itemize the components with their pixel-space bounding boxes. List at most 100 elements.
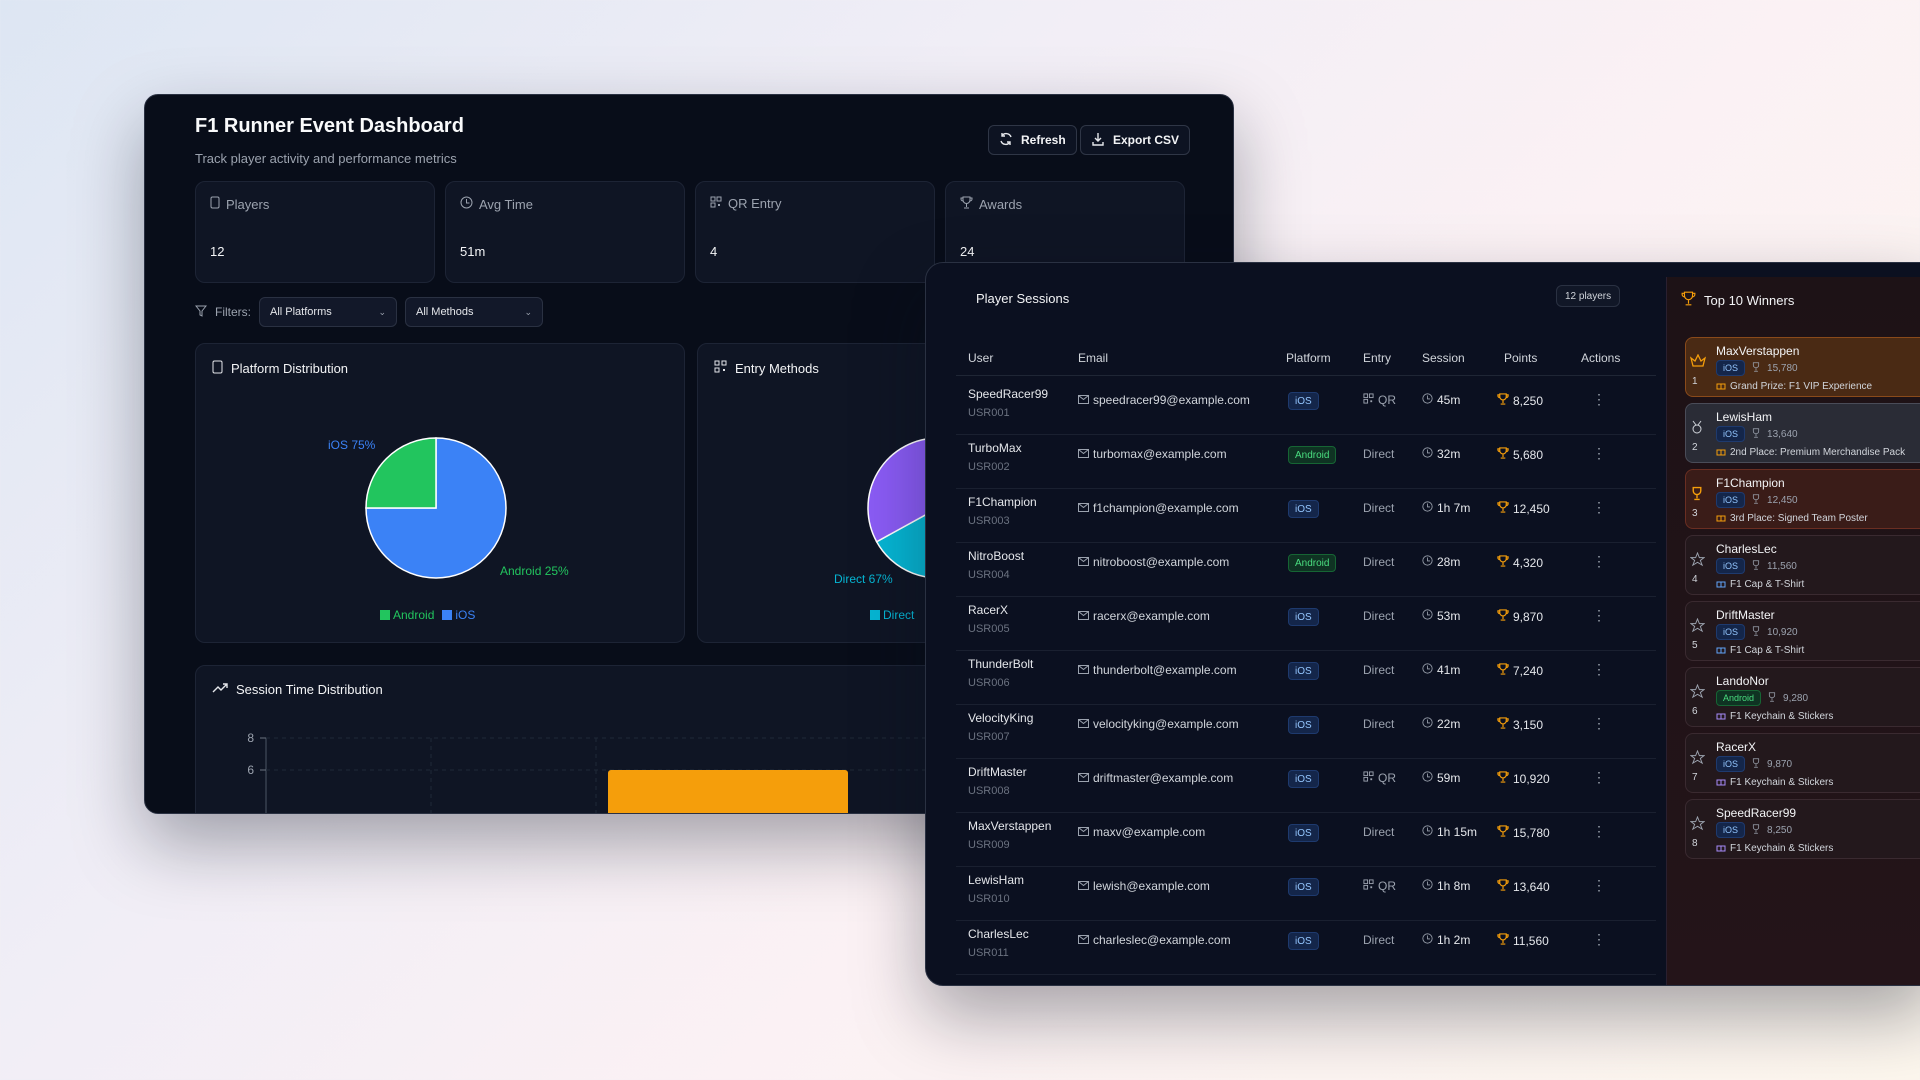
entry-text: QR [1378, 393, 1396, 407]
email-cell: nitroboost@example.com [1078, 555, 1229, 569]
session-cell: 28m [1422, 555, 1460, 569]
entry-slice-qr[interactable] [867, 437, 939, 543]
winner-card[interactable]: 3 F1Champion iOS 12,450 3rd Place: Signed Te… [1685, 469, 1920, 529]
platform-filter-select[interactable]: All Platforms ⌄ [259, 297, 397, 327]
session-cell: 1h 7m [1422, 501, 1470, 515]
winner-rank: 3 [1692, 508, 1698, 519]
winners-title: Top 10 Winners [1704, 292, 1795, 308]
more-actions-icon[interactable]: ⋮ [1592, 607, 1606, 623]
column-header-platform[interactable]: Platform [1286, 351, 1331, 365]
method-filter-select[interactable]: All Methods ⌄ [405, 297, 543, 327]
platform-cell: iOS [1288, 662, 1319, 680]
session-text: 32m [1437, 447, 1461, 461]
trophy-icon [1681, 291, 1696, 309]
column-header-points[interactable]: Points [1504, 351, 1538, 365]
filters-label: Filters: [215, 305, 251, 319]
export-csv-button[interactable]: Export CSV [1080, 125, 1191, 155]
y-tick-label: 6 [247, 763, 254, 777]
more-actions-icon[interactable]: ⋮ [1592, 499, 1606, 515]
mail-icon [1078, 771, 1089, 785]
table-row[interactable]: DriftMaster USR008 driftmaster@example.com… [956, 759, 1656, 813]
points-cell: 3,150 [1497, 717, 1543, 732]
winner-points: 13,640 [1767, 428, 1798, 440]
points-text: 5,680 [1513, 447, 1544, 462]
sessions-title: Player Sessions [976, 291, 1070, 306]
entry-text: Direct [1363, 447, 1395, 461]
trophy-icon [1767, 691, 1777, 705]
gift-icon [1716, 710, 1726, 723]
stat-card-avg-time: Avg Time 51m [445, 181, 685, 283]
refresh-button[interactable]: Refresh [988, 125, 1077, 155]
legend-ios-label: iOS [455, 608, 476, 622]
platform-badge: Android [1716, 690, 1762, 706]
table-row[interactable]: RacerX USR005 racerx@example.com iOS Direct 5… [956, 597, 1656, 651]
more-actions-icon[interactable]: ⋮ [1592, 769, 1606, 785]
column-header-email[interactable]: Email [1078, 351, 1109, 365]
table-row[interactable]: SpeedRacer99 USR001 speedracer99@example.c… [956, 381, 1656, 435]
entry-text: Direct [1363, 663, 1395, 677]
session-text: 22m [1437, 717, 1461, 731]
trophy-icon [1497, 933, 1509, 948]
winner-prize: F1 Keychain & Stickers [1716, 710, 1833, 723]
clock-icon [1422, 501, 1433, 515]
winner-card[interactable]: 4 CharlesLec iOS 11,560 F1 Cap & T-Shirt [1685, 535, 1920, 595]
winner-card[interactable]: 1 MaxVerstappen iOS 15,780 Grand Prize: F1 V… [1685, 337, 1920, 397]
chevron-down-icon: ⌄ [524, 306, 532, 317]
platform-badge: iOS [1288, 770, 1319, 788]
platform-cell: iOS [1288, 608, 1319, 626]
email-cell: driftmaster@example.com [1078, 771, 1233, 785]
winner-card[interactable]: 6 LandoNor Android 9,280 F1 Keychain & Stick… [1685, 667, 1920, 727]
table-row[interactable]: F1Champion USR003 f1champion@example.com iO… [956, 489, 1656, 543]
winner-card[interactable]: 2 LewisHam iOS 13,640 2nd Place: Premium Mer… [1685, 403, 1920, 463]
trophy-icon [1751, 427, 1761, 441]
platform-slice-android[interactable] [365, 437, 437, 509]
winner-meta: iOS 10,920 [1716, 624, 1798, 640]
winner-card[interactable]: 5 DriftMaster iOS 10,920 F1 Cap & T-Shirt [1685, 601, 1920, 661]
column-header-entry[interactable]: Entry [1363, 351, 1392, 365]
table-row[interactable]: LewisHam USR010 lewish@example.com iOS QR 1h … [956, 867, 1656, 921]
more-actions-icon[interactable]: ⋮ [1592, 823, 1606, 839]
winner-meta: iOS 9,870 [1716, 756, 1792, 772]
winner-meta: iOS 13,640 [1716, 426, 1798, 442]
winner-prize: F1 Cap & T-Shirt [1716, 578, 1804, 591]
gift-icon [1716, 644, 1726, 657]
winner-card[interactable]: 8 SpeedRacer99 iOS 8,250 F1 Keychain & Stick… [1685, 799, 1920, 859]
more-actions-icon[interactable]: ⋮ [1592, 661, 1606, 677]
session-text: 1h 15m [1437, 825, 1478, 839]
trophy-icon [1497, 879, 1509, 894]
platform-badge: iOS [1716, 426, 1746, 442]
more-actions-icon[interactable]: ⋮ [1592, 391, 1606, 407]
session-cell: 32m [1422, 447, 1460, 461]
session-cell: 53m [1422, 609, 1460, 623]
winner-card[interactable]: 7 RacerX iOS 9,870 F1 Keychain & Stickers [1685, 733, 1920, 793]
star-icon [1689, 815, 1706, 836]
table-row[interactable]: CharlesLec USR011 charleslec@example.com iO… [956, 921, 1656, 975]
mail-icon [1078, 609, 1089, 623]
qr-icon [1363, 879, 1374, 893]
email-cell: f1champion@example.com [1078, 501, 1239, 515]
more-actions-icon[interactable]: ⋮ [1592, 877, 1606, 893]
more-actions-icon[interactable]: ⋮ [1592, 931, 1606, 947]
table-row[interactable]: VelocityKing USR007 velocityking@example.c… [956, 705, 1656, 759]
platform-badge: iOS [1716, 492, 1746, 508]
more-actions-icon[interactable]: ⋮ [1592, 553, 1606, 569]
email-text: racerx@example.com [1093, 609, 1210, 623]
column-header-user[interactable]: User [968, 351, 994, 365]
table-row[interactable]: ThunderBolt USR006 thunderbolt@example.com… [956, 651, 1656, 705]
table-row[interactable]: MaxVerstappen USR009 maxv@example.com iOS Di… [956, 813, 1656, 867]
mail-icon [1078, 933, 1089, 947]
clock-icon [1422, 825, 1433, 839]
more-actions-icon[interactable]: ⋮ [1592, 715, 1606, 731]
table-row[interactable]: TurboMax USR002 turbomax@example.com Androi… [956, 435, 1656, 489]
session-bar[interactable] [608, 770, 848, 814]
legend-android: Android [380, 608, 434, 622]
platform-badge: iOS [1288, 662, 1319, 680]
session-text: 1h 7m [1437, 501, 1471, 515]
entry-cell: Direct [1363, 663, 1394, 677]
points-cell: 11,560 [1497, 933, 1549, 948]
more-actions-icon[interactable]: ⋮ [1592, 445, 1606, 461]
table-row[interactable]: NitroBoost USR004 nitroboost@example.com An… [956, 543, 1656, 597]
gift-icon [1716, 380, 1726, 393]
points-cell: 8,250 [1497, 393, 1543, 408]
column-header-session[interactable]: Session [1422, 351, 1465, 365]
